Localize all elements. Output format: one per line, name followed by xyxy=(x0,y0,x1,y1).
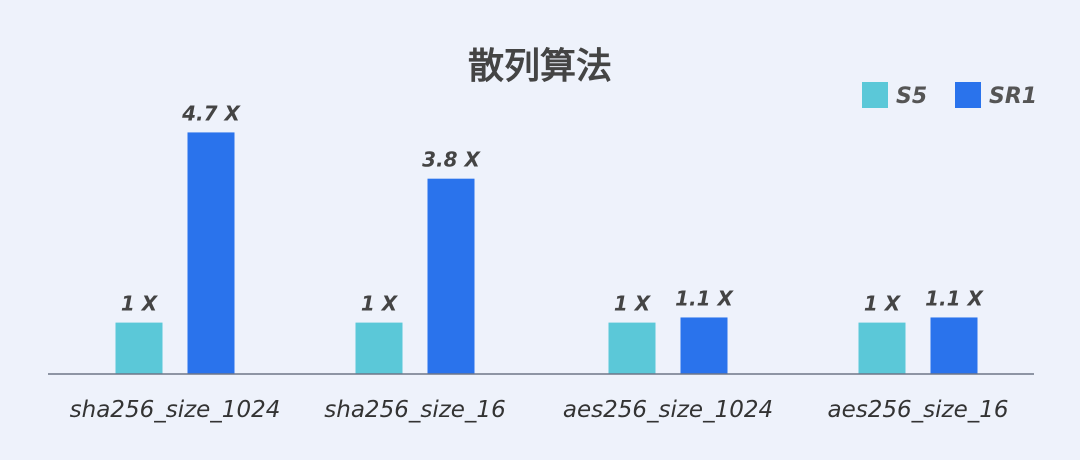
bar-sr1-3 xyxy=(930,317,978,374)
x-tick-label-1: sha256_size_16 xyxy=(324,397,505,423)
data-label-s5-2: 1 X xyxy=(614,292,652,316)
bar-s5-1 xyxy=(355,322,403,374)
x-tick-label-0: sha256_size_1024 xyxy=(70,397,281,423)
legend: S5 SR1 xyxy=(862,82,1037,109)
legend-label-s5: S5 xyxy=(896,84,927,109)
bar-sr1-0 xyxy=(187,132,235,374)
data-label-sr1-3: 1.1 X xyxy=(925,286,984,310)
legend-label-sr1: SR1 xyxy=(989,84,1037,109)
bar-s5-3 xyxy=(858,322,906,374)
data-label-sr1-1: 3.8 X xyxy=(422,148,481,172)
x-tick-label-2: aes256_size_1024 xyxy=(563,397,773,423)
x-tick-label-3: aes256_size_16 xyxy=(828,397,1009,423)
bar-s5-0 xyxy=(115,322,163,374)
bar-sr1-1 xyxy=(427,178,475,374)
data-label-sr1-2: 1.1 X xyxy=(675,286,734,310)
data-label-s5-1: 1 X xyxy=(361,292,399,316)
data-label-s5-0: 1 X xyxy=(121,292,159,316)
data-label-sr1-0: 4.7 X xyxy=(181,101,241,125)
data-labels-group: 1 X 4.7 X 1 X 3.8 X 1 X 1.1 X 1 X 1.1 X xyxy=(121,101,985,315)
chart-title: 散列算法 xyxy=(468,46,612,87)
bar-s5-2 xyxy=(608,322,656,374)
data-label-s5-3: 1 X xyxy=(864,292,902,316)
legend-swatch-sr1 xyxy=(955,82,981,108)
bars-group xyxy=(115,132,978,374)
x-tick-labels: sha256_size_1024 sha256_size_16 aes256_siz… xyxy=(70,397,1009,423)
legend-swatch-s5 xyxy=(862,82,888,108)
bar-sr1-2 xyxy=(680,317,728,374)
